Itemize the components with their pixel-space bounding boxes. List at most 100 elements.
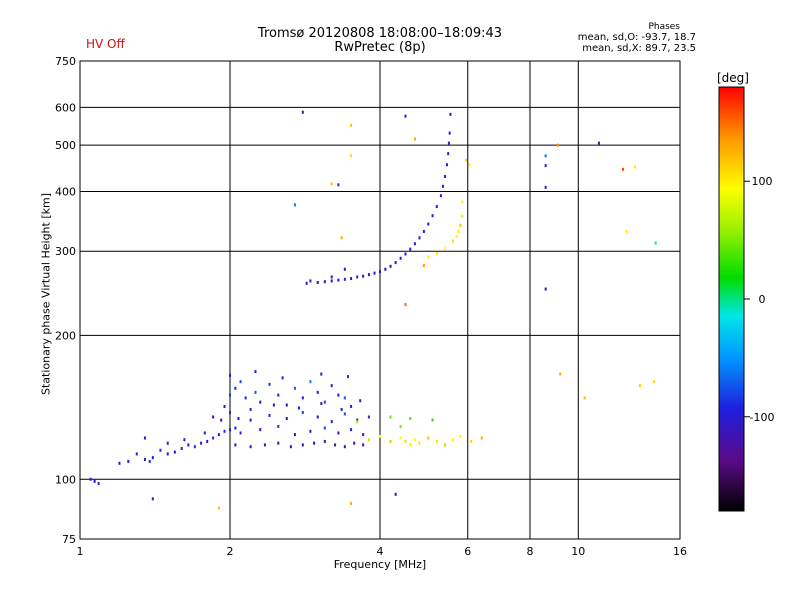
echo-point: [237, 417, 240, 421]
echo-point: [413, 137, 416, 141]
y-tick-label: 750: [55, 55, 76, 68]
echo-point: [350, 277, 353, 281]
echo-point: [470, 439, 473, 443]
y-axis-ticks: 75 100 200 300 400 500 600 750: [55, 55, 76, 546]
echo-point: [239, 431, 242, 435]
echo-point: [559, 372, 562, 376]
echo-point: [305, 281, 308, 285]
echo-point: [330, 275, 333, 279]
echo-point: [166, 452, 169, 456]
echo-point: [151, 497, 154, 501]
echo-point: [166, 441, 169, 445]
echo-point: [337, 183, 340, 187]
echo-point: [301, 396, 304, 400]
echo-point: [654, 241, 657, 245]
echo-point: [399, 256, 402, 260]
y-tick-label: 500: [55, 139, 76, 152]
y-tick-label: 75: [62, 533, 76, 546]
echo-point: [249, 418, 252, 422]
echo-point: [249, 407, 252, 411]
x-axis-ticks: 1 2 4 6 8 10 16: [77, 545, 688, 558]
echo-point: [316, 415, 319, 419]
echo-point: [239, 380, 242, 384]
echo-point: [277, 441, 280, 445]
echo-point: [183, 438, 186, 442]
chart-title-line2: RwPretec (8p): [334, 40, 426, 55]
x-tick-label: 2: [227, 545, 234, 558]
echo-point: [409, 443, 412, 447]
echo-point: [394, 261, 397, 265]
echo-point: [212, 415, 215, 419]
echo-point: [422, 264, 425, 268]
echo-point: [343, 277, 346, 281]
echo-point: [268, 413, 271, 417]
echo-point: [301, 443, 304, 447]
echo-point: [337, 431, 340, 435]
echo-point: [297, 406, 300, 410]
echo-point: [399, 436, 402, 440]
echo-point: [343, 412, 346, 416]
echo-point: [277, 393, 280, 397]
echo-point: [418, 441, 421, 445]
echo-point: [229, 393, 231, 397]
echo-point: [356, 275, 359, 279]
echo-point: [244, 396, 247, 400]
echo-point: [404, 303, 407, 307]
echo-point: [353, 441, 356, 445]
echo-point: [268, 382, 271, 386]
echo-point: [443, 443, 446, 447]
echo-point: [223, 404, 226, 408]
echo-point: [323, 439, 326, 443]
echo-point: [143, 436, 146, 440]
echo-point: [350, 154, 353, 158]
echo-point: [362, 274, 365, 278]
echo-point: [399, 424, 402, 428]
phase-stats-x-mode: mean, sd,X: 89.7, 23.5: [582, 43, 696, 54]
echo-point: [334, 443, 337, 447]
echo-point: [461, 200, 464, 204]
y-tick-label: 300: [55, 245, 76, 258]
echo-point: [330, 279, 333, 283]
colorbar-unit: [deg]: [717, 71, 749, 85]
x-tick-label: 6: [464, 545, 471, 558]
echo-point: [468, 163, 471, 167]
x-tick-label: 10: [571, 545, 585, 558]
echo-point: [229, 410, 231, 414]
echo-point: [151, 456, 154, 460]
echo-point: [229, 428, 231, 432]
echo-point: [309, 279, 312, 283]
echo-point: [340, 236, 343, 240]
echo-point: [427, 255, 430, 259]
echo-point: [301, 410, 304, 414]
echo-point: [316, 390, 319, 394]
echo-point: [203, 431, 206, 435]
echo-point: [622, 167, 625, 171]
echo-point: [212, 436, 215, 440]
echo-point: [404, 114, 407, 118]
echo-point: [461, 214, 464, 218]
echo-point: [447, 152, 450, 156]
echo-point: [427, 436, 430, 440]
echo-point: [293, 203, 296, 207]
echo-point: [544, 185, 547, 189]
echo-point: [459, 223, 462, 227]
echo-point: [323, 426, 326, 430]
echo-point: [249, 445, 252, 449]
echo-point: [180, 446, 183, 450]
echo-point: [367, 415, 370, 419]
echo-point: [441, 184, 444, 188]
echo-point: [435, 439, 438, 443]
echo-point: [187, 443, 190, 447]
echo-point: [362, 443, 365, 447]
echo-point: [379, 434, 381, 438]
colorbar-tick-label: 0: [759, 293, 766, 306]
echo-point: [293, 386, 296, 390]
echo-point: [448, 131, 451, 135]
echo-point: [480, 436, 483, 440]
chart-title-line1: Tromsø 20120808 18:08:00–18:09:43: [257, 26, 503, 41]
plot-frame: [79, 60, 681, 540]
echo-point: [229, 373, 231, 377]
y-tick-label: 100: [55, 473, 76, 486]
echo-point: [206, 439, 209, 443]
